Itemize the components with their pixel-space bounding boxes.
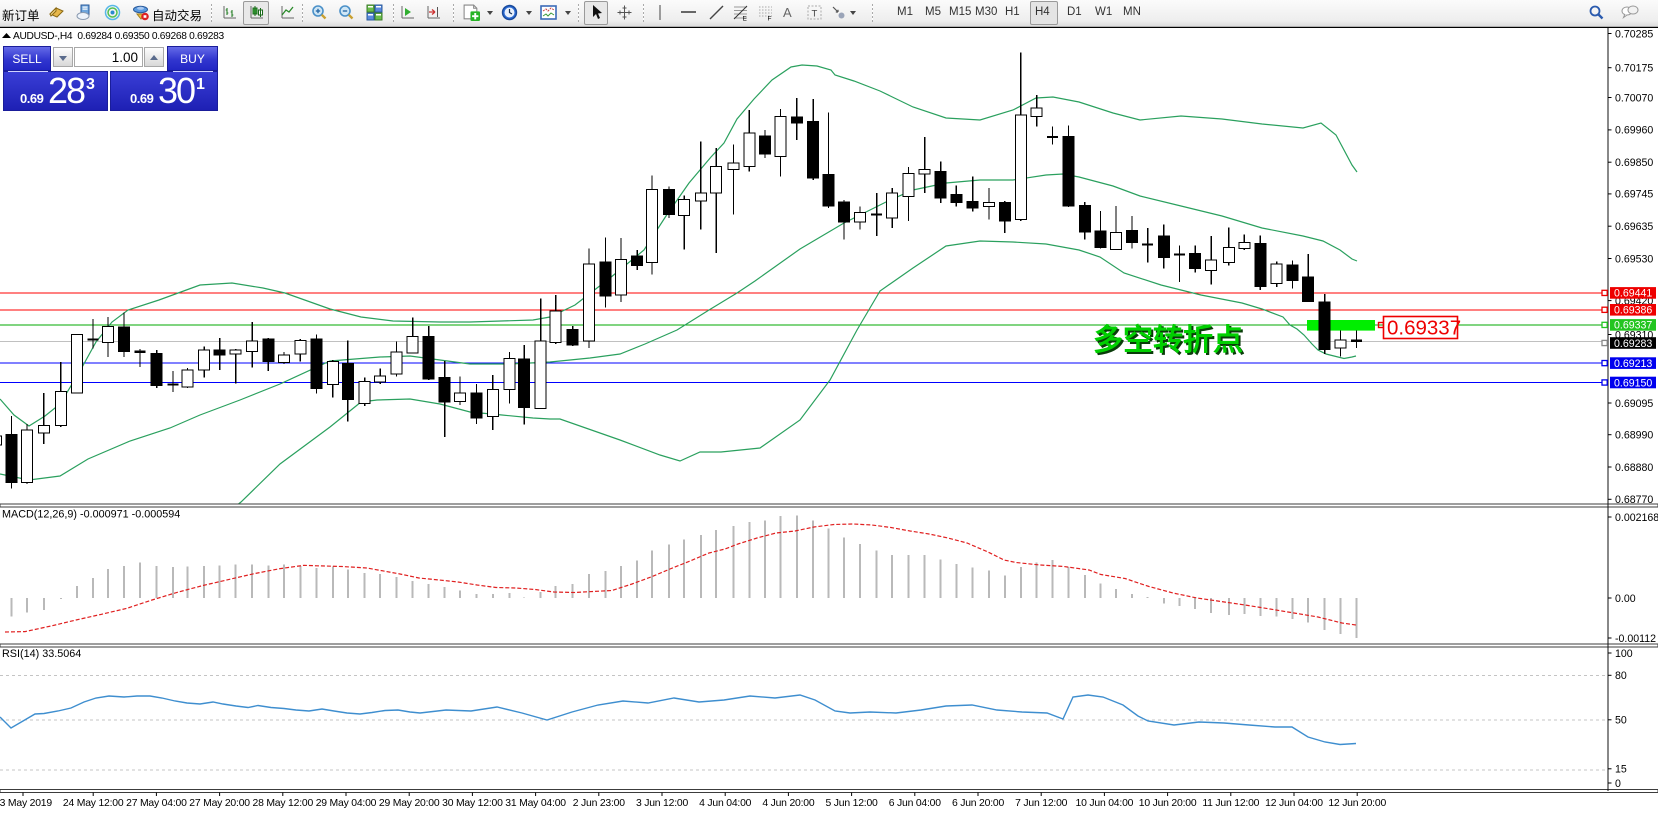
svg-text:AUDUSD-,H4 0.69284 0.69350 0.: AUDUSD-,H4 0.69284 0.69350 0.69268 0.692… [13, 31, 224, 42]
svg-text:31 May 04:00: 31 May 04:00 [505, 798, 566, 809]
svg-text:11 Jun 12:00: 11 Jun 12:00 [1202, 798, 1259, 809]
svg-text:0.69386: 0.69386 [1614, 305, 1652, 317]
svg-text:0.70175: 0.70175 [1615, 63, 1653, 75]
svg-text:28 May 12:00: 28 May 12:00 [253, 798, 314, 809]
svg-text:RSI(14) 33.5064: RSI(14) 33.5064 [2, 648, 81, 660]
svg-text:0.002168: 0.002168 [1615, 512, 1658, 524]
svg-text:0.69150: 0.69150 [1614, 377, 1652, 389]
svg-text:0.69745: 0.69745 [1615, 189, 1653, 201]
svg-text:0.00: 0.00 [1615, 593, 1636, 605]
svg-text:F: F [768, 16, 772, 22]
svg-text:23 May 2019: 23 May 2019 [0, 798, 52, 809]
svg-text:0.69441: 0.69441 [1614, 288, 1652, 300]
svg-text:0.69337: 0.69337 [1387, 317, 1461, 340]
svg-text:-0.00112: -0.00112 [1615, 633, 1656, 645]
svg-text:0.70070: 0.70070 [1615, 92, 1653, 104]
svg-text:15: 15 [1615, 764, 1627, 776]
svg-text:0.69283: 0.69283 [1614, 338, 1652, 350]
svg-text:4 Jun 04:00: 4 Jun 04:00 [699, 798, 752, 809]
svg-text:0: 0 [1615, 778, 1621, 790]
svg-text:10 Jun 20:00: 10 Jun 20:00 [1139, 798, 1197, 809]
svg-text:30 May 12:00: 30 May 12:00 [442, 798, 503, 809]
svg-text:0.68770: 0.68770 [1615, 494, 1653, 506]
svg-text:0.68990: 0.68990 [1615, 430, 1653, 442]
svg-text:12 Jun 04:00: 12 Jun 04:00 [1265, 798, 1323, 809]
svg-text:24 May 12:00: 24 May 12:00 [63, 798, 124, 809]
svg-text:12 Jun 20:00: 12 Jun 20:00 [1328, 798, 1386, 809]
svg-text:4 Jun 20:00: 4 Jun 20:00 [762, 798, 815, 809]
svg-text:27 May 04:00: 27 May 04:00 [126, 798, 187, 809]
svg-text:2 Jun 23:00: 2 Jun 23:00 [573, 798, 626, 809]
svg-text:6 Jun 20:00: 6 Jun 20:00 [952, 798, 1005, 809]
svg-text:多空转折点: 多空转折点 [1093, 324, 1243, 357]
svg-text:5 Jun 12:00: 5 Jun 12:00 [826, 798, 879, 809]
svg-text:0.69337: 0.69337 [1614, 320, 1652, 332]
svg-text:0.70285: 0.70285 [1615, 28, 1653, 40]
svg-text:80: 80 [1615, 670, 1627, 682]
svg-text:T: T [812, 9, 818, 20]
svg-text:0.69213: 0.69213 [1614, 358, 1652, 370]
svg-text:7 Jun 12:00: 7 Jun 12:00 [1015, 798, 1068, 809]
svg-text:0.69635: 0.69635 [1615, 221, 1653, 233]
svg-text:10 Jun 04:00: 10 Jun 04:00 [1076, 798, 1134, 809]
svg-text:50: 50 [1615, 715, 1627, 727]
svg-text:3 Jun 12:00: 3 Jun 12:00 [636, 798, 689, 809]
svg-text:0.69960: 0.69960 [1615, 125, 1653, 137]
svg-text:29 May 20:00: 29 May 20:00 [379, 798, 440, 809]
svg-text:27 May 20:00: 27 May 20:00 [189, 798, 250, 809]
svg-text:E: E [743, 16, 748, 22]
svg-text:0.68880: 0.68880 [1615, 462, 1653, 474]
svg-text:6 Jun 04:00: 6 Jun 04:00 [889, 798, 942, 809]
svg-text:29 May 04:00: 29 May 04:00 [316, 798, 377, 809]
svg-text:MACD(12,26,9) -0.000971 -0.000: MACD(12,26,9) -0.000971 -0.000594 [2, 509, 180, 521]
svg-text:0.69095: 0.69095 [1615, 398, 1653, 410]
svg-text:0.69530: 0.69530 [1615, 253, 1653, 265]
svg-text:100: 100 [1615, 648, 1633, 660]
svg-text:0.69850: 0.69850 [1615, 157, 1653, 169]
